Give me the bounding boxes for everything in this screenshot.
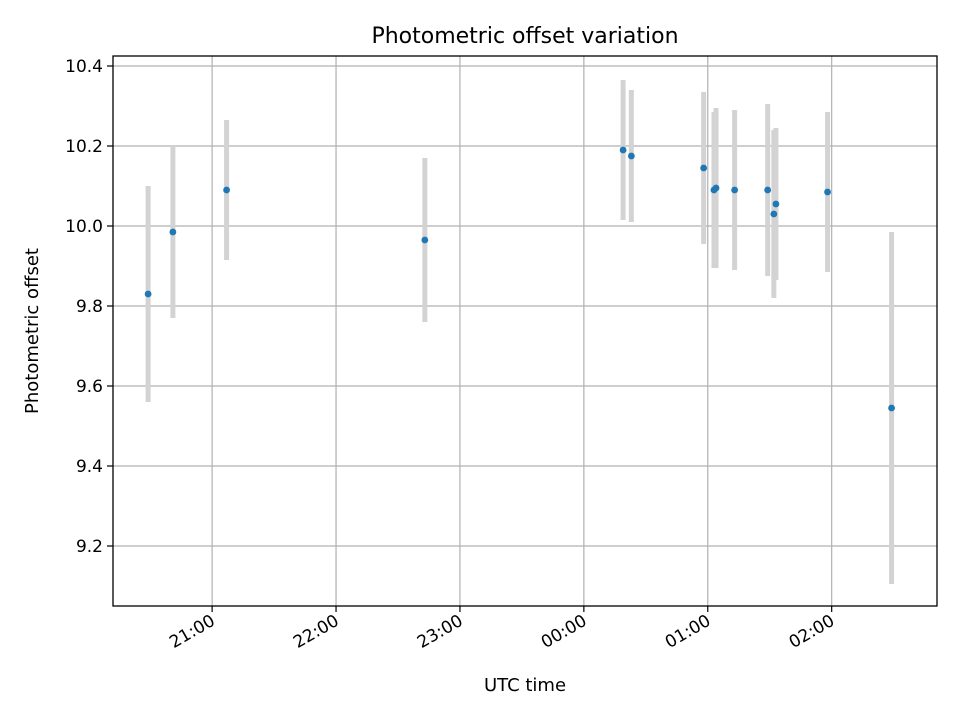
data-point [824,188,831,196]
y-tick-label: 10.4 [65,57,103,77]
data-point [223,186,230,194]
y-tick-label: 9.4 [76,457,103,477]
data-point [627,152,635,160]
chart-title: Photometric offset variation [371,24,678,49]
data-point [772,200,780,208]
data-point [731,186,739,194]
data-point [169,228,177,236]
data-point [888,404,895,412]
data-point [144,290,152,298]
y-tick-label: 9.2 [76,537,103,557]
y-tick-label: 9.8 [76,297,103,317]
y-tick-label: 9.6 [76,377,103,397]
plot-frame [112,55,938,607]
data-point [770,210,778,218]
x-tick-label: 22:00 [290,611,342,653]
data-point [712,184,720,192]
data-point [764,186,772,194]
y-axis-label: Photometric offset [22,248,43,414]
x-tick-label: 01:00 [662,611,714,653]
y-tick-label: 10.0 [65,217,103,237]
data-point [619,146,627,154]
y-tick-label: 10.2 [65,137,103,157]
errorbar-layer [145,80,895,584]
x-tick-label: 00:00 [538,611,590,653]
data-point [421,236,429,244]
x-tick-label: 23:00 [414,611,466,653]
x-axis-label: UTC time [484,675,566,696]
point-layer [144,146,895,412]
x-tick-label: 02:00 [786,611,838,653]
x-tick-label: 21:00 [166,611,218,653]
data-point [700,164,708,172]
grid-layer [113,56,937,606]
